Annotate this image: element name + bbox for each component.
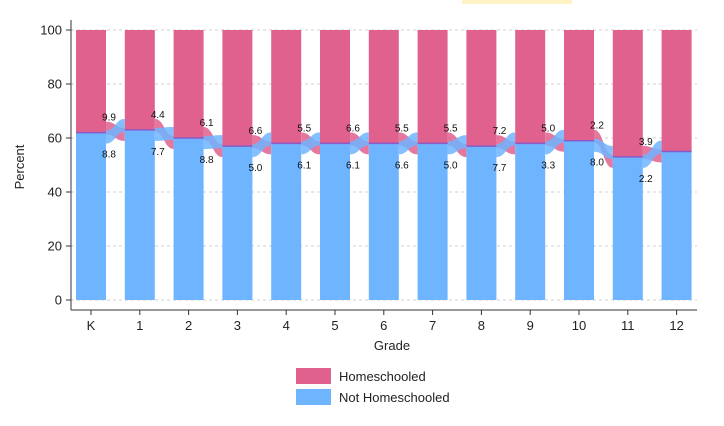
y-tick-label-0: 0 bbox=[55, 293, 62, 308]
bar-not-homeschooled-3 bbox=[222, 146, 253, 300]
bar-not-homeschooled-8 bbox=[466, 146, 497, 300]
flow-label-not-homeschooled-3: 5.0 bbox=[248, 163, 262, 174]
bar-homeschooled-K bbox=[76, 30, 106, 133]
flow-label-not-homeschooled-8: 7.7 bbox=[492, 163, 506, 174]
flow-label-not-homeschooled-4: 6.1 bbox=[297, 160, 311, 171]
flow-label-not-homeschooled-2: 8.8 bbox=[200, 155, 214, 166]
flow-label-homeschooled-9: 5.0 bbox=[541, 123, 555, 134]
flow-label-homeschooled-3: 6.6 bbox=[248, 126, 262, 137]
legend-swatch-homeschooled bbox=[296, 368, 331, 384]
y-tick-label-60: 60 bbox=[48, 131, 62, 146]
flow-not-homeschooled-8 bbox=[496, 132, 516, 158]
legend: Homeschooled Not Homeschooled bbox=[296, 368, 450, 405]
x-tick-label-4: 4 bbox=[283, 318, 290, 333]
flow-label-homeschooled-2: 6.1 bbox=[200, 118, 214, 129]
bar-not-homeschooled-6 bbox=[368, 143, 399, 300]
x-tick-label-7: 7 bbox=[429, 318, 436, 333]
flow-label-not-homeschooled-1: 7.7 bbox=[151, 147, 165, 158]
y-tick-label-100: 100 bbox=[40, 23, 62, 38]
bar-homeschooled-6 bbox=[368, 30, 399, 144]
x-tick-label-K: K bbox=[87, 318, 96, 333]
flow-label-not-homeschooled-11: 2.2 bbox=[639, 174, 653, 185]
flow-label-not-homeschooled-5: 6.1 bbox=[346, 160, 360, 171]
flow-not-homeschooled-4 bbox=[301, 132, 320, 155]
bar-not-homeschooled-12 bbox=[661, 151, 692, 300]
x-tick-label-11: 11 bbox=[621, 318, 635, 333]
x-tick-label-1: 1 bbox=[136, 318, 143, 333]
flow-label-not-homeschooled-7: 5.0 bbox=[444, 160, 458, 171]
flow-not-homeschooled-6 bbox=[398, 132, 418, 155]
bar-homeschooled-11 bbox=[612, 30, 643, 157]
flows bbox=[106, 118, 662, 168]
flow-not-homeschooled-10 bbox=[594, 138, 613, 159]
x-tick-label-9: 9 bbox=[527, 318, 534, 333]
legend-label-homeschooled: Homeschooled bbox=[339, 369, 426, 384]
bar-not-homeschooled-7 bbox=[417, 143, 448, 300]
x-tick-label-2: 2 bbox=[185, 318, 192, 333]
flow-label-homeschooled-10: 2.2 bbox=[590, 121, 604, 132]
flow-not-homeschooled-3 bbox=[252, 132, 272, 158]
y-tick-label-80: 80 bbox=[48, 77, 62, 92]
flow-label-homeschooled-11: 3.9 bbox=[639, 137, 653, 148]
x-tick-label-8: 8 bbox=[478, 318, 485, 333]
bar-not-homeschooled-5 bbox=[320, 143, 350, 300]
flow-label-homeschooled-1: 4.4 bbox=[151, 110, 165, 121]
bar-not-homeschooled-2 bbox=[173, 138, 204, 300]
bar-not-homeschooled-10 bbox=[564, 140, 594, 300]
flow-not-homeschooled-5 bbox=[350, 132, 369, 155]
x-tick-label-6: 6 bbox=[380, 318, 387, 333]
flow-label-homeschooled-8: 7.2 bbox=[492, 126, 506, 137]
flow-labels: 9.9 8.8 4.4 7.7 6.1 8.8 6.6 5.0 5.5 6.1 6.6 6.1 5.5 6… bbox=[102, 110, 653, 185]
flow-label-homeschooled-4: 5.5 bbox=[297, 123, 311, 134]
flow-label-not-homeschooled-K: 8.8 bbox=[102, 150, 116, 161]
flow-not-homeschooled-2 bbox=[203, 135, 223, 149]
bar-not-homeschooled-4 bbox=[271, 143, 302, 300]
flow-label-homeschooled-K: 9.9 bbox=[102, 113, 116, 124]
legend-label-not-homeschooled: Not Homeschooled bbox=[339, 390, 450, 405]
x-tick-label-5: 5 bbox=[331, 318, 338, 333]
flow-not-homeschooled-9 bbox=[545, 129, 564, 155]
bar-not-homeschooled-9 bbox=[515, 143, 546, 300]
flow-label-homeschooled-6: 5.5 bbox=[395, 123, 409, 134]
bar-homeschooled-3 bbox=[222, 30, 253, 147]
flow-not-homeschooled-1 bbox=[154, 127, 174, 141]
bar-homeschooled-7 bbox=[417, 30, 448, 144]
top-highlight-strip bbox=[462, 0, 572, 4]
bar-homeschooled-10 bbox=[564, 30, 594, 141]
flow-label-not-homeschooled-9: 3.3 bbox=[541, 160, 555, 171]
flow-not-homeschooled-7 bbox=[447, 135, 467, 155]
bar-homeschooled-12 bbox=[661, 30, 692, 152]
y-tick-label-40: 40 bbox=[48, 185, 62, 200]
bar-homeschooled-8 bbox=[466, 30, 497, 147]
bar-not-homeschooled-1 bbox=[124, 129, 155, 300]
flow-not-homeschooled-11 bbox=[642, 140, 662, 168]
bar-homeschooled-9 bbox=[515, 30, 546, 144]
flow-not-homeschooled-0 bbox=[106, 118, 125, 144]
flow-label-not-homeschooled-10: 8.0 bbox=[590, 158, 604, 169]
bar-homeschooled-5 bbox=[320, 30, 350, 144]
flow-label-homeschooled-7: 5.5 bbox=[444, 123, 458, 134]
bar-not-homeschooled-11 bbox=[612, 156, 643, 300]
bar-homeschooled-1 bbox=[124, 30, 155, 130]
flow-label-not-homeschooled-6: 6.6 bbox=[395, 160, 409, 171]
y-tick-label-20: 20 bbox=[48, 239, 62, 254]
x-tick-label-10: 10 bbox=[572, 318, 586, 333]
bar-homeschooled-2 bbox=[173, 30, 204, 138]
y-axis-title: Percent bbox=[12, 144, 27, 189]
x-tick-label-3: 3 bbox=[234, 318, 241, 333]
x-axis-title: Grade bbox=[374, 338, 410, 353]
x-tick-label-12: 12 bbox=[669, 318, 683, 333]
flow-label-homeschooled-5: 6.6 bbox=[346, 123, 360, 134]
bars bbox=[76, 30, 692, 300]
bar-homeschooled-4 bbox=[271, 30, 302, 144]
legend-swatch-not-homeschooled bbox=[296, 389, 331, 405]
bar-not-homeschooled-K bbox=[76, 132, 106, 300]
